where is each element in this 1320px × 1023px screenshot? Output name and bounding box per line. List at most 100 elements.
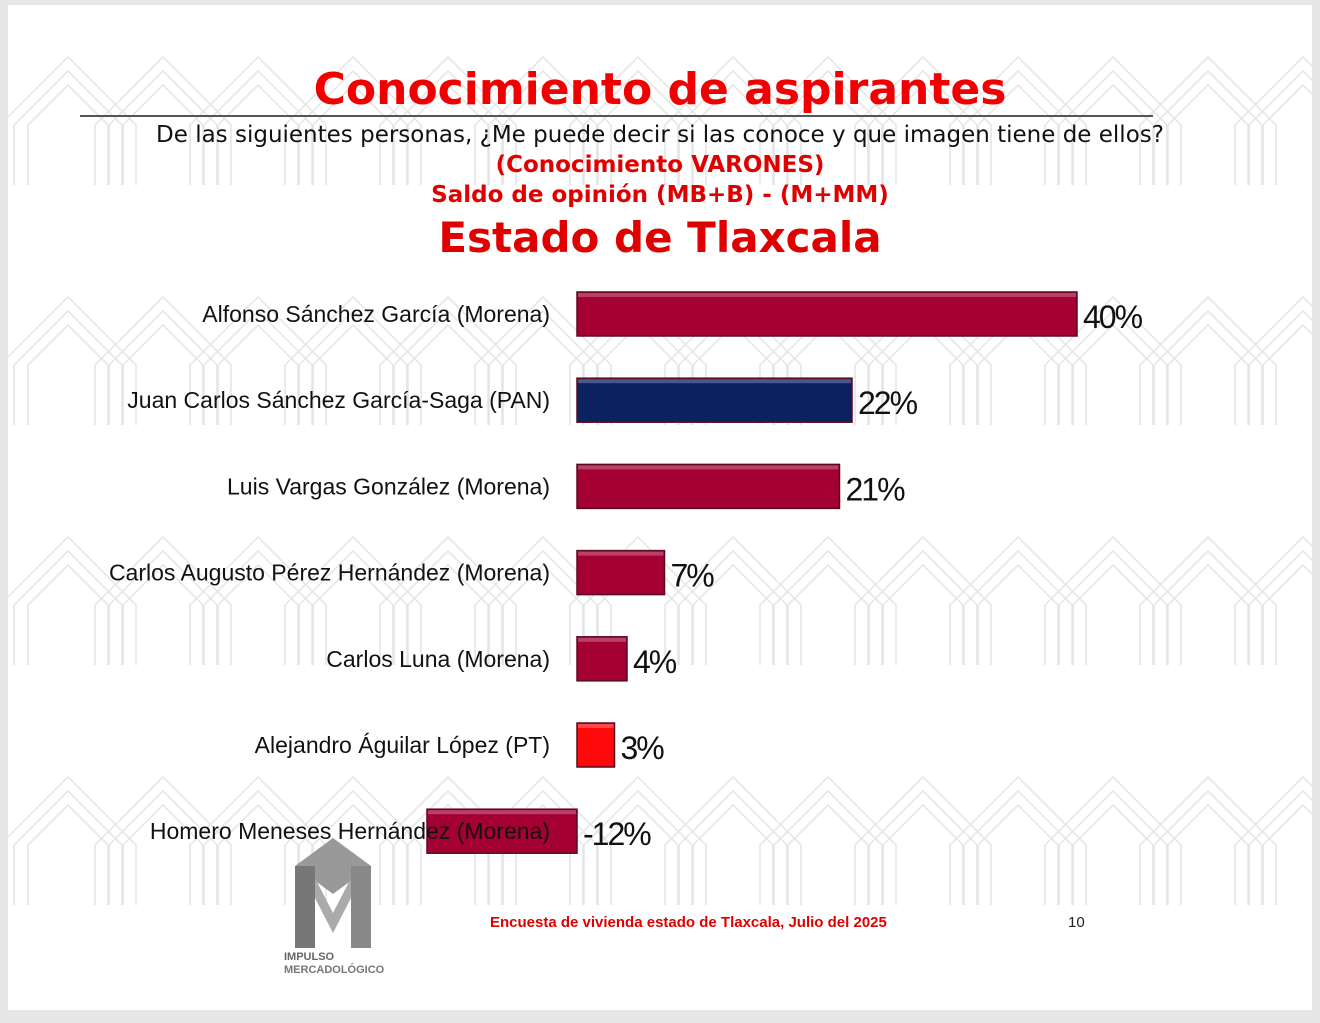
pattern-line: [1044, 55, 1182, 185]
data-label: 3%: [621, 730, 665, 766]
pattern-line: [1234, 55, 1312, 185]
pattern-line: [597, 83, 679, 185]
bar-highlight: [578, 293, 1076, 297]
data-label: 22%: [858, 385, 918, 421]
pattern-line: [1072, 83, 1154, 185]
pattern-line: [569, 775, 707, 905]
pattern-line: [203, 69, 313, 185]
pattern-line: [1072, 323, 1154, 425]
pattern-line: [1167, 563, 1249, 665]
pattern-line: [882, 83, 964, 185]
pattern-line: [94, 775, 232, 905]
bar: [576, 549, 666, 596]
pattern-line: [8, 775, 137, 905]
bar: [576, 722, 616, 768]
pattern-line: [854, 775, 992, 905]
pattern-line: [122, 803, 204, 905]
category-label: Alfonso Sánchez García (Morena): [202, 301, 550, 327]
pattern-line: [393, 549, 503, 665]
pattern-line: [217, 83, 299, 185]
bar-highlight: [578, 379, 851, 384]
pattern-line: [963, 789, 1073, 905]
pattern-line: [298, 69, 408, 185]
pattern-line: [664, 775, 802, 905]
pattern-line: [217, 323, 299, 425]
pattern-line: [1058, 549, 1168, 665]
pattern-line: [488, 789, 598, 905]
pattern-line: [1139, 55, 1277, 185]
pattern-line: [502, 563, 584, 665]
pattern-line: [379, 535, 517, 665]
pattern-line: [122, 563, 204, 665]
pattern-line: [502, 803, 584, 905]
pattern-line: [692, 563, 774, 665]
pattern-line: [1139, 775, 1277, 905]
survey-question: De las siguientes personas, ¿Me puede de…: [156, 122, 1164, 148]
pattern-line: [13, 549, 123, 665]
pattern-line: [407, 563, 489, 665]
pattern-line: [868, 549, 978, 665]
pattern-line: [27, 563, 109, 665]
pattern-line: [284, 535, 422, 665]
region-title: Estado de Tlaxcala: [438, 213, 882, 262]
pattern-line: [108, 789, 218, 905]
pattern-line: [1044, 775, 1182, 905]
pattern-line: [1044, 535, 1182, 665]
pattern-line: [963, 549, 1073, 665]
pattern-line: [108, 69, 218, 185]
pattern-line: [1072, 803, 1154, 905]
chart-title: Conocimiento de aspirantes: [313, 64, 1007, 115]
pattern-line: [1262, 83, 1312, 185]
pattern-line: [1234, 535, 1312, 665]
pattern-line: [664, 535, 802, 665]
pattern-line: [189, 55, 327, 185]
pattern-line: [692, 803, 774, 905]
pattern-line: [13, 309, 123, 425]
company-logo: [295, 838, 371, 948]
pattern-line: [773, 69, 883, 185]
pattern-line: [1248, 309, 1312, 425]
pattern-line: [122, 323, 204, 425]
pattern-line: [1248, 69, 1312, 185]
pattern-line: [1044, 295, 1182, 425]
pattern-line: [108, 549, 218, 665]
category-label: Homero Meneses Hernández (Morena): [150, 818, 550, 844]
pattern-line: [597, 803, 679, 905]
data-label: 7%: [671, 558, 715, 594]
pattern-line: [949, 775, 1087, 905]
pattern-line: [312, 563, 394, 665]
pattern-line: [882, 803, 964, 905]
pattern-line: [1262, 323, 1312, 425]
bar-highlight: [578, 724, 614, 728]
pattern-line: [569, 535, 707, 665]
pattern-line: [1167, 83, 1249, 185]
pattern-line: [1153, 789, 1263, 905]
pattern-line: [27, 323, 109, 425]
pattern-line: [203, 549, 313, 665]
pattern-line: [8, 535, 137, 665]
pattern-line: [977, 83, 1059, 185]
pattern-line: [284, 775, 422, 905]
category-label: Carlos Augusto Pérez Hernández (Morena): [109, 560, 550, 586]
pattern-line: [189, 295, 327, 425]
page-number: 10: [1068, 914, 1085, 931]
bar-highlight: [578, 465, 839, 470]
pattern-line: [949, 55, 1087, 185]
subtitle: Saldo de opinión (MB+B) - (M+MM): [431, 182, 889, 208]
pattern-line: [1153, 309, 1263, 425]
pattern-line: [393, 789, 503, 905]
pattern-line: [1262, 803, 1312, 905]
bar-highlight: [578, 637, 626, 642]
pattern-line: [393, 309, 503, 425]
pattern-line: [8, 55, 137, 185]
pattern-line: [882, 563, 964, 665]
pattern-line: [27, 803, 109, 905]
pattern-line: [1234, 775, 1312, 905]
pattern-line: [583, 789, 693, 905]
pattern-line: [1072, 563, 1154, 665]
pattern-line: [1167, 323, 1249, 425]
bar-highlight: [428, 810, 576, 815]
pattern-line: [502, 83, 584, 185]
category-label: Alejandro Águilar López (PT): [255, 732, 550, 758]
